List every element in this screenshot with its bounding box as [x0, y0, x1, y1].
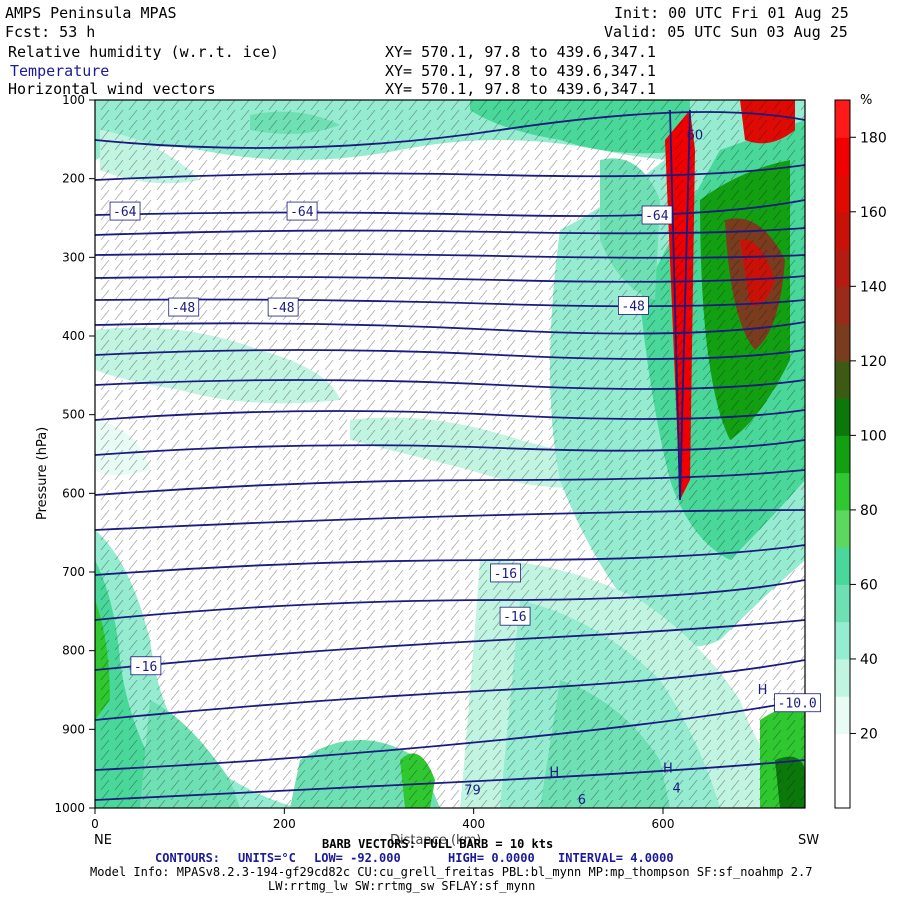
extremum-label: H [663, 762, 673, 777]
barb-note: BARB VECTORS: FULL BARB = 10 kts [322, 837, 554, 851]
colorbar-tick-label: 140 [860, 279, 887, 295]
contour-label: -10.0 [778, 697, 817, 712]
contour-label: -48 [271, 301, 294, 316]
colorbar-swatch [835, 696, 850, 734]
contour-label-box [499, 606, 531, 626]
y-tick-label: 500 [62, 408, 85, 422]
contour-label-box [267, 297, 299, 317]
contour-label-box [130, 656, 162, 676]
contours-interval: INTERVAL= 4.0000 [558, 851, 674, 865]
contour-label: -48 [172, 301, 195, 316]
colorbar-swatch [835, 137, 850, 176]
colorbar-tick-label: 60 [860, 577, 878, 593]
colorbar-frame [834, 99, 851, 809]
contour-label-box [168, 297, 200, 317]
contour-label-box [641, 205, 673, 225]
colorbar-swatch [835, 100, 850, 138]
x-axis-title: Distance (km) [390, 833, 482, 848]
colorbar-tick-label: 100 [860, 428, 887, 444]
contours-prefix: CONTOURS: [155, 851, 221, 865]
field-coords-wind: XY= 570.1, 97.8 to 439.6,347.1 [385, 80, 656, 98]
x-tick-label: 200 [273, 817, 296, 831]
extremum-label: 60 [687, 128, 704, 143]
colorbar-tick-label: 40 [860, 652, 878, 668]
contour-label-box [286, 201, 318, 221]
contour-label: -64 [113, 205, 137, 220]
y-tick-label: 1000 [54, 801, 85, 815]
colorbar: 20 40 60 80 100 120 140 160 180 [835, 100, 887, 809]
extremum-label: H [758, 683, 768, 698]
colorbar-swatch [835, 733, 850, 772]
y-tick-label: 600 [62, 486, 85, 500]
y-tick-label: 700 [62, 565, 85, 579]
colorbar-tick-label: 120 [860, 354, 887, 370]
contours-units: UNITS=°C [238, 851, 296, 865]
y-tick-label: 400 [62, 329, 85, 343]
y-axis-title: Pressure (hPa) [35, 426, 50, 520]
colorbar-unit: % [860, 93, 873, 108]
contours-low: LOW= -92.000 [314, 851, 401, 865]
y-tick-label: 800 [62, 644, 85, 658]
colorbar-swatch [835, 286, 850, 325]
colorbar-tick-label: 20 [860, 726, 878, 742]
chart-title: AMPS Peninsula MPAS [5, 4, 177, 22]
contours-high: HIGH= 0.0000 [448, 851, 535, 865]
colorbar-swatch [835, 547, 850, 585]
extremum-label: 4 [672, 781, 680, 796]
temperature-contours [95, 109, 805, 801]
y-tick-label: 200 [62, 172, 85, 186]
wind-barbs [95, 100, 805, 808]
contour-label: -64 [645, 209, 669, 224]
contour-label: -64 [290, 205, 314, 220]
colorbar-swatch [835, 584, 850, 623]
colorbar-swatch [835, 509, 850, 548]
x-tick-label: 400 [462, 817, 485, 831]
colorbar-tick-label: 160 [860, 205, 887, 221]
contour-label-box [490, 563, 522, 583]
colorbar-swatch [835, 658, 850, 697]
colorbar-swatch [835, 360, 850, 399]
colorbar-swatch [835, 174, 850, 213]
contour-label: -16 [503, 610, 526, 625]
contour-label-box [618, 296, 649, 315]
field-coords-temperature: XY= 570.1, 97.8 to 439.6,347.1 [385, 62, 656, 80]
plot-frame [94, 99, 806, 809]
contour-label: -16 [494, 567, 517, 582]
model-info-line2: LW:rrtmg_lw SW:rrtmg_sw SFLAY:sf_mynn [268, 879, 536, 893]
field-name-wind: Horizontal wind vectors [8, 80, 216, 98]
colorbar-swatch [835, 398, 850, 436]
contour-label-box [109, 201, 141, 221]
extremum-label: 79 [464, 784, 481, 799]
colorbar-swatch [835, 770, 850, 809]
y-tick-label: 300 [62, 250, 85, 264]
colorbar-swatch [835, 249, 850, 287]
x-tick-label: 0 [91, 817, 99, 831]
contour-label: -48 [621, 299, 644, 314]
valid-time: Valid: 05 UTC Sun 03 Aug 25 [604, 23, 848, 41]
field-coords-rh: XY= 570.1, 97.8 to 439.6,347.1 [385, 43, 656, 61]
colorbar-tick-label: 80 [860, 503, 878, 519]
colorbar-swatch [835, 211, 850, 250]
colorbar-tick-label: 180 [860, 130, 887, 146]
extremum-label: H [549, 766, 559, 781]
init-time: Init: 00 UTC Fri 01 Aug 25 [614, 4, 849, 22]
y-tick-label: 900 [62, 722, 85, 736]
forecast-hour: Fcst: 53 h [5, 23, 96, 41]
end-label-ne: NE [94, 833, 112, 848]
field-name-temperature: Temperature [10, 62, 110, 80]
contour-label: -16 [134, 660, 157, 675]
contour-label-box [774, 693, 821, 713]
y-tick-label: 100 [62, 93, 85, 107]
colorbar-swatch [835, 621, 850, 660]
model-info: Model Info: MPASv8.2.3-194-gf29cd82c CU:… [90, 865, 813, 879]
axes: 100 200 300 400 500 600 700 800 900 1000 0 200 400 60… [54, 93, 821, 831]
end-label-sw: SW [798, 833, 820, 848]
colorbar-swatch [835, 472, 850, 511]
extremum-label: 6 [578, 793, 586, 808]
field-name-rh: Relative humidity (w.r.t. ice) [8, 43, 279, 61]
colorbar-swatch [835, 323, 850, 362]
colorbar-swatch [835, 435, 850, 474]
x-tick-label: 600 [652, 817, 675, 831]
